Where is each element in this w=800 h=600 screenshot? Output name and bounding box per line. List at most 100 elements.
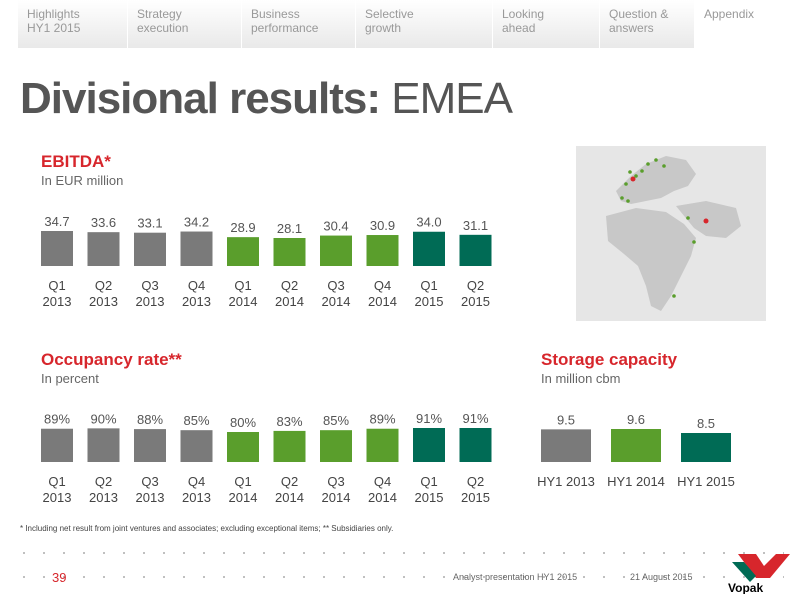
occupancy-value-label: 91% — [416, 411, 442, 426]
ebitda-category-label: Q4 — [374, 278, 391, 293]
occupancy-bar — [413, 428, 445, 462]
tab-questions[interactable]: Question & answers — [600, 0, 695, 48]
ebitda-category-label: 2014 — [275, 294, 304, 309]
tab-strategy[interactable]: Strategy execution — [128, 0, 242, 48]
ebitda-category-label: 2013 — [182, 294, 211, 309]
ebitda-category-label: Q2 — [467, 278, 484, 293]
tab-selective-growth[interactable]: Selective growth — [356, 0, 493, 48]
ebitda-category-label: Q1 — [420, 278, 437, 293]
occupancy-value-label: 83% — [276, 414, 302, 429]
occupancy-category-label: 2014 — [322, 490, 351, 505]
ebitda-category-label: Q1 — [234, 278, 251, 293]
ebitda-title: EBITDA* — [41, 152, 111, 171]
occupancy-category-label: 2013 — [89, 490, 118, 505]
tab-label: Question & answers — [609, 7, 669, 35]
africa-shape — [606, 208, 696, 311]
middle-east-shape — [676, 201, 741, 238]
storage-chart: 9.5 HY1 2013 9.6 HY1 2014 8.5 HY1 2015 — [537, 412, 735, 489]
ebitda-bar — [459, 234, 492, 266]
terminal-dots — [620, 158, 709, 298]
divider-dots-bottom — [14, 576, 784, 578]
tab-label: Highlights HY1 2015 — [27, 7, 81, 35]
occupancy-category-label: Q1 — [234, 474, 251, 489]
storage-title: Storage capacity — [541, 350, 678, 369]
ebitda-subtitle: In EUR million — [41, 173, 124, 188]
tab-highlights[interactable]: Highlights HY1 2015 — [18, 0, 128, 48]
ebitda-category-label: Q2 — [95, 278, 112, 293]
occupancy-value-label: 89% — [369, 412, 395, 427]
tab-business[interactable]: Business performance — [242, 0, 356, 48]
storage-bar — [541, 429, 591, 462]
occupancy-value-label: 88% — [137, 412, 163, 427]
occupancy-category-label: Q2 — [95, 474, 112, 489]
ebitda-category-label: Q1 — [48, 278, 65, 293]
storage-subtitle: In million cbm — [541, 371, 621, 386]
emea-map — [576, 146, 766, 321]
storage-category-label: HY1 2014 — [607, 474, 665, 489]
storage-value-label: 9.6 — [627, 412, 645, 427]
ebitda-bar — [366, 235, 399, 266]
storage-bar — [611, 429, 661, 462]
occupancy-category-label: Q4 — [188, 474, 205, 489]
occupancy-category-label: Q1 — [420, 474, 437, 489]
ebitda-value-label: 30.9 — [370, 218, 395, 233]
storage-category-label: HY1 2015 — [677, 474, 735, 489]
tab-appendix[interactable]: Appendix — [695, 0, 800, 48]
tab-label: Strategy execution — [137, 7, 189, 35]
page-number: 39 — [52, 570, 67, 585]
occupancy-title: Occupancy rate** — [41, 350, 182, 369]
storage-category-label: HY1 2013 — [537, 474, 595, 489]
ebitda-value-label: 34.0 — [416, 215, 441, 230]
ebitda-bar — [134, 232, 166, 266]
occupancy-subtitle: In percent — [41, 371, 99, 386]
occupancy-bar — [273, 430, 306, 462]
occupancy-category-label: 2013 — [136, 490, 165, 505]
occupancy-bar — [41, 428, 73, 462]
tab-looking-ahead[interactable]: Looking ahead — [493, 0, 600, 48]
occupancy-category-label: Q2 — [281, 474, 298, 489]
vopak-logo: Vopak — [728, 554, 790, 594]
ebitda-category-label: Q4 — [188, 278, 205, 293]
occupancy-value-label: 85% — [323, 413, 349, 428]
ebitda-category-label: 2013 — [43, 294, 72, 309]
divider-dots-top — [14, 552, 784, 554]
europe-shape — [616, 156, 696, 204]
occupancy-category-label: 2014 — [229, 490, 258, 505]
occupancy-value-label: 80% — [230, 415, 256, 430]
occupancy-bar — [180, 430, 213, 462]
ebitda-category-label: 2014 — [322, 294, 351, 309]
occupancy-value-label: 90% — [90, 411, 116, 426]
ebitda-bar — [273, 238, 306, 266]
ebitda-category-label: 2013 — [89, 294, 118, 309]
ebitda-bar — [320, 235, 352, 266]
top-navigation: Highlights HY1 2015 Strategy execution B… — [0, 0, 800, 48]
occupancy-value-label: 91% — [462, 411, 488, 426]
occupancy-bar — [320, 430, 352, 462]
ebitda-value-label: 30.4 — [323, 219, 348, 234]
occupancy-category-label: Q3 — [327, 474, 344, 489]
ebitda-value-label: 33.6 — [91, 215, 116, 230]
presentation-name: Analyst presentation HY1 2015 — [453, 572, 578, 582]
logo-text: Vopak — [728, 581, 763, 594]
ebitda-bar — [413, 231, 445, 266]
ebitda-category-label: 2014 — [368, 294, 397, 309]
occupancy-bar — [366, 428, 399, 462]
occupancy-category-label: Q1 — [48, 474, 65, 489]
page-title-light: EMEA — [391, 74, 513, 123]
ebitda-value-label: 28.1 — [277, 221, 302, 236]
occupancy-bar — [227, 432, 259, 462]
ebitda-value-label: 34.2 — [184, 215, 209, 230]
occupancy-value-label: 85% — [183, 413, 209, 428]
ebitda-bar — [41, 231, 73, 266]
ebitda-category-label: 2013 — [136, 294, 165, 309]
page-title: Divisional results: EMEA — [20, 74, 513, 124]
storage-bar — [681, 433, 731, 462]
ebitda-category-label: 2015 — [415, 294, 444, 309]
tab-label: Selective growth — [365, 7, 414, 35]
ebitda-value-label: 28.9 — [230, 220, 255, 235]
occupancy-category-label: 2014 — [368, 490, 397, 505]
occupancy-category-label: Q4 — [374, 474, 391, 489]
ebitda-value-label: 34.7 — [44, 214, 69, 229]
ebitda-category-label: 2014 — [229, 294, 258, 309]
occupancy-category-label: 2013 — [182, 490, 211, 505]
